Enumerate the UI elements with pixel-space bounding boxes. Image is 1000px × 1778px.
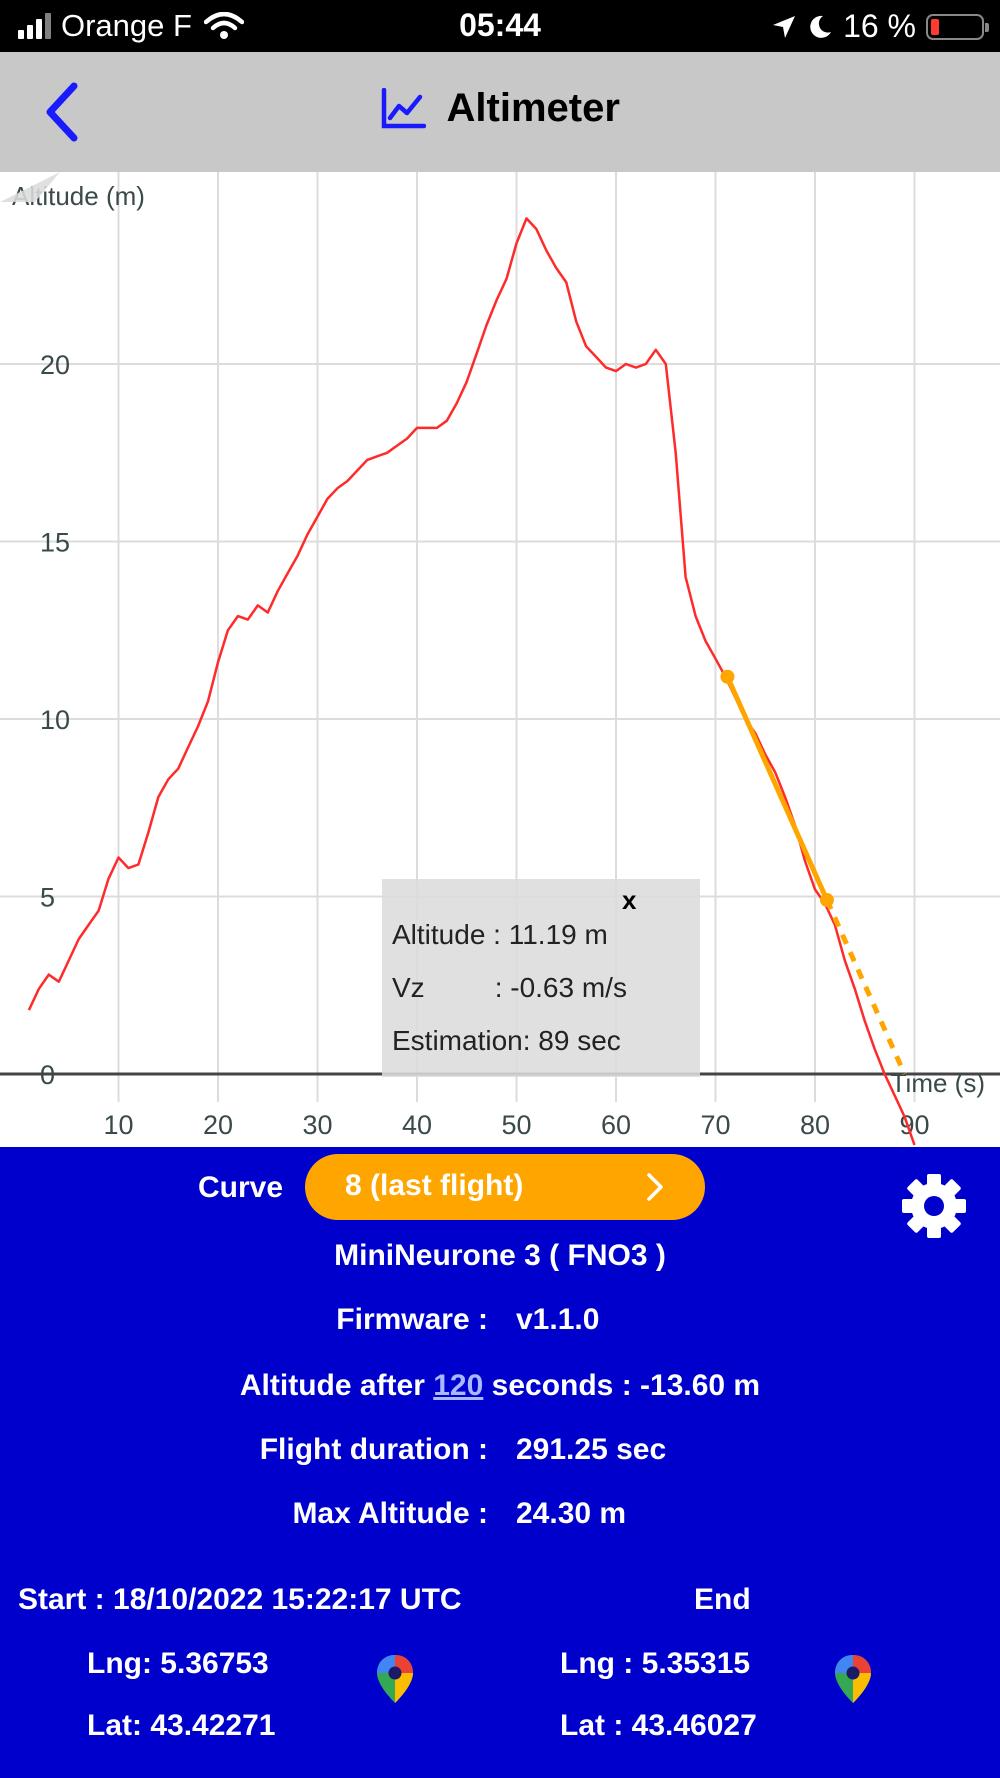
estimation-extension-dashed [824, 899, 907, 1076]
battery-icon [926, 13, 989, 40]
tooltip-estimation: Estimation: 89 sec [392, 1025, 621, 1056]
max-altitude-label: Max Altitude : [292, 1497, 488, 1530]
tooltip-pointer [0, 172, 60, 202]
battery-level [931, 18, 939, 35]
altitude-after-seconds-link[interactable]: 120 [433, 1369, 484, 1402]
x-tick-label: 60 [601, 1110, 631, 1140]
altitude-after-prefix: Altitude after [239, 1369, 425, 1402]
start-label: Start : 18/10/2022 15:22:17 UTC [18, 1583, 462, 1616]
estimation-point[interactable] [819, 893, 834, 908]
flight-info-panel: Curve 8 (last flight) MiniNeurone 3 ( FN… [0, 1147, 1000, 1778]
x-axis-label: Time (s) [891, 1068, 985, 1098]
altitude-after-value: seconds : -13.60 m [483, 1369, 761, 1402]
status-bar: Orange F 05:44 16 % [0, 0, 1000, 52]
y-tick-label: 15 [40, 528, 70, 558]
altitude-after-row: Altitude after 120 seconds : -13.60 m [0, 1369, 1000, 1403]
battery-percent: 16 % [843, 8, 916, 44]
chevron-right-icon [647, 1173, 663, 1201]
x-tick-label: 70 [700, 1110, 730, 1140]
status-left: Orange F [18, 8, 244, 44]
status-right: 16 % [771, 8, 989, 45]
start-lng: Lng: 5.36753 [87, 1647, 269, 1680]
end-label: End [694, 1583, 751, 1616]
carrier-name: Orange F [61, 8, 192, 43]
end-lat: Lat : 43.46027 [560, 1709, 757, 1742]
y-tick-label: 0 [40, 1060, 55, 1090]
end-map-pin-icon[interactable] [833, 1653, 873, 1705]
start-map-pin-icon[interactable] [375, 1653, 415, 1705]
y-tick-label: 5 [40, 883, 55, 913]
firmware-label: Firmware : [336, 1303, 488, 1336]
tooltip-close-button[interactable]: x [622, 885, 637, 915]
line-chart-icon [381, 87, 427, 128]
altitude-series-line [27, 217, 916, 1146]
back-button[interactable] [38, 80, 88, 144]
moon-icon [810, 15, 832, 38]
device-name: MiniNeurone 3 ( FNO3 ) [334, 1239, 666, 1272]
chart-tooltip: x Altitude : 11.19 m Vz : -0.63 m/s Esti… [382, 879, 700, 1077]
y-tick-label: 20 [40, 350, 70, 380]
wifi-icon [203, 12, 244, 39]
curve-value: 8 (last flight) [345, 1169, 524, 1202]
y-tick-label: 10 [40, 705, 70, 735]
signal-icon [18, 13, 51, 39]
max-altitude-value: 24.30 m [516, 1497, 627, 1530]
gear-icon[interactable] [900, 1172, 968, 1240]
curve-label: Curve [198, 1171, 284, 1204]
nav-header: Altimeter [0, 52, 1000, 172]
page-title: Altimeter [0, 86, 1000, 131]
x-tick-label: 20 [203, 1110, 233, 1140]
flight-duration-value: 291.25 sec [516, 1433, 667, 1466]
firmware-value: v1.1.0 [516, 1303, 600, 1336]
x-tick-label: 30 [302, 1110, 332, 1140]
curve-selector-button[interactable]: 8 (last flight) [305, 1154, 705, 1220]
x-tick-label: 40 [402, 1110, 432, 1140]
end-lng: Lng : 5.35315 [560, 1647, 751, 1680]
x-tick-label: 80 [800, 1110, 830, 1140]
estimation-point[interactable] [720, 669, 735, 684]
x-tick-label: 10 [103, 1110, 133, 1140]
estimation-line [725, 675, 830, 902]
start-lat: Lat: 43.42271 [87, 1709, 276, 1742]
tooltip-altitude: Altitude : 11.19 m [392, 919, 608, 950]
title-text: Altimeter [446, 86, 620, 130]
location-arrow-icon [773, 15, 796, 38]
tooltip-vz: Vz : -0.63 m/s [392, 972, 627, 1003]
clock: 05:44 [459, 7, 541, 43]
flight-duration-label: Flight duration : [259, 1433, 488, 1466]
altitude-chart[interactable]: 0 5 10 15 20 10 20 30 40 50 60 70 80 90 Altitude (m) Ti… [0, 172, 1000, 1147]
x-tick-label: 50 [501, 1110, 531, 1140]
